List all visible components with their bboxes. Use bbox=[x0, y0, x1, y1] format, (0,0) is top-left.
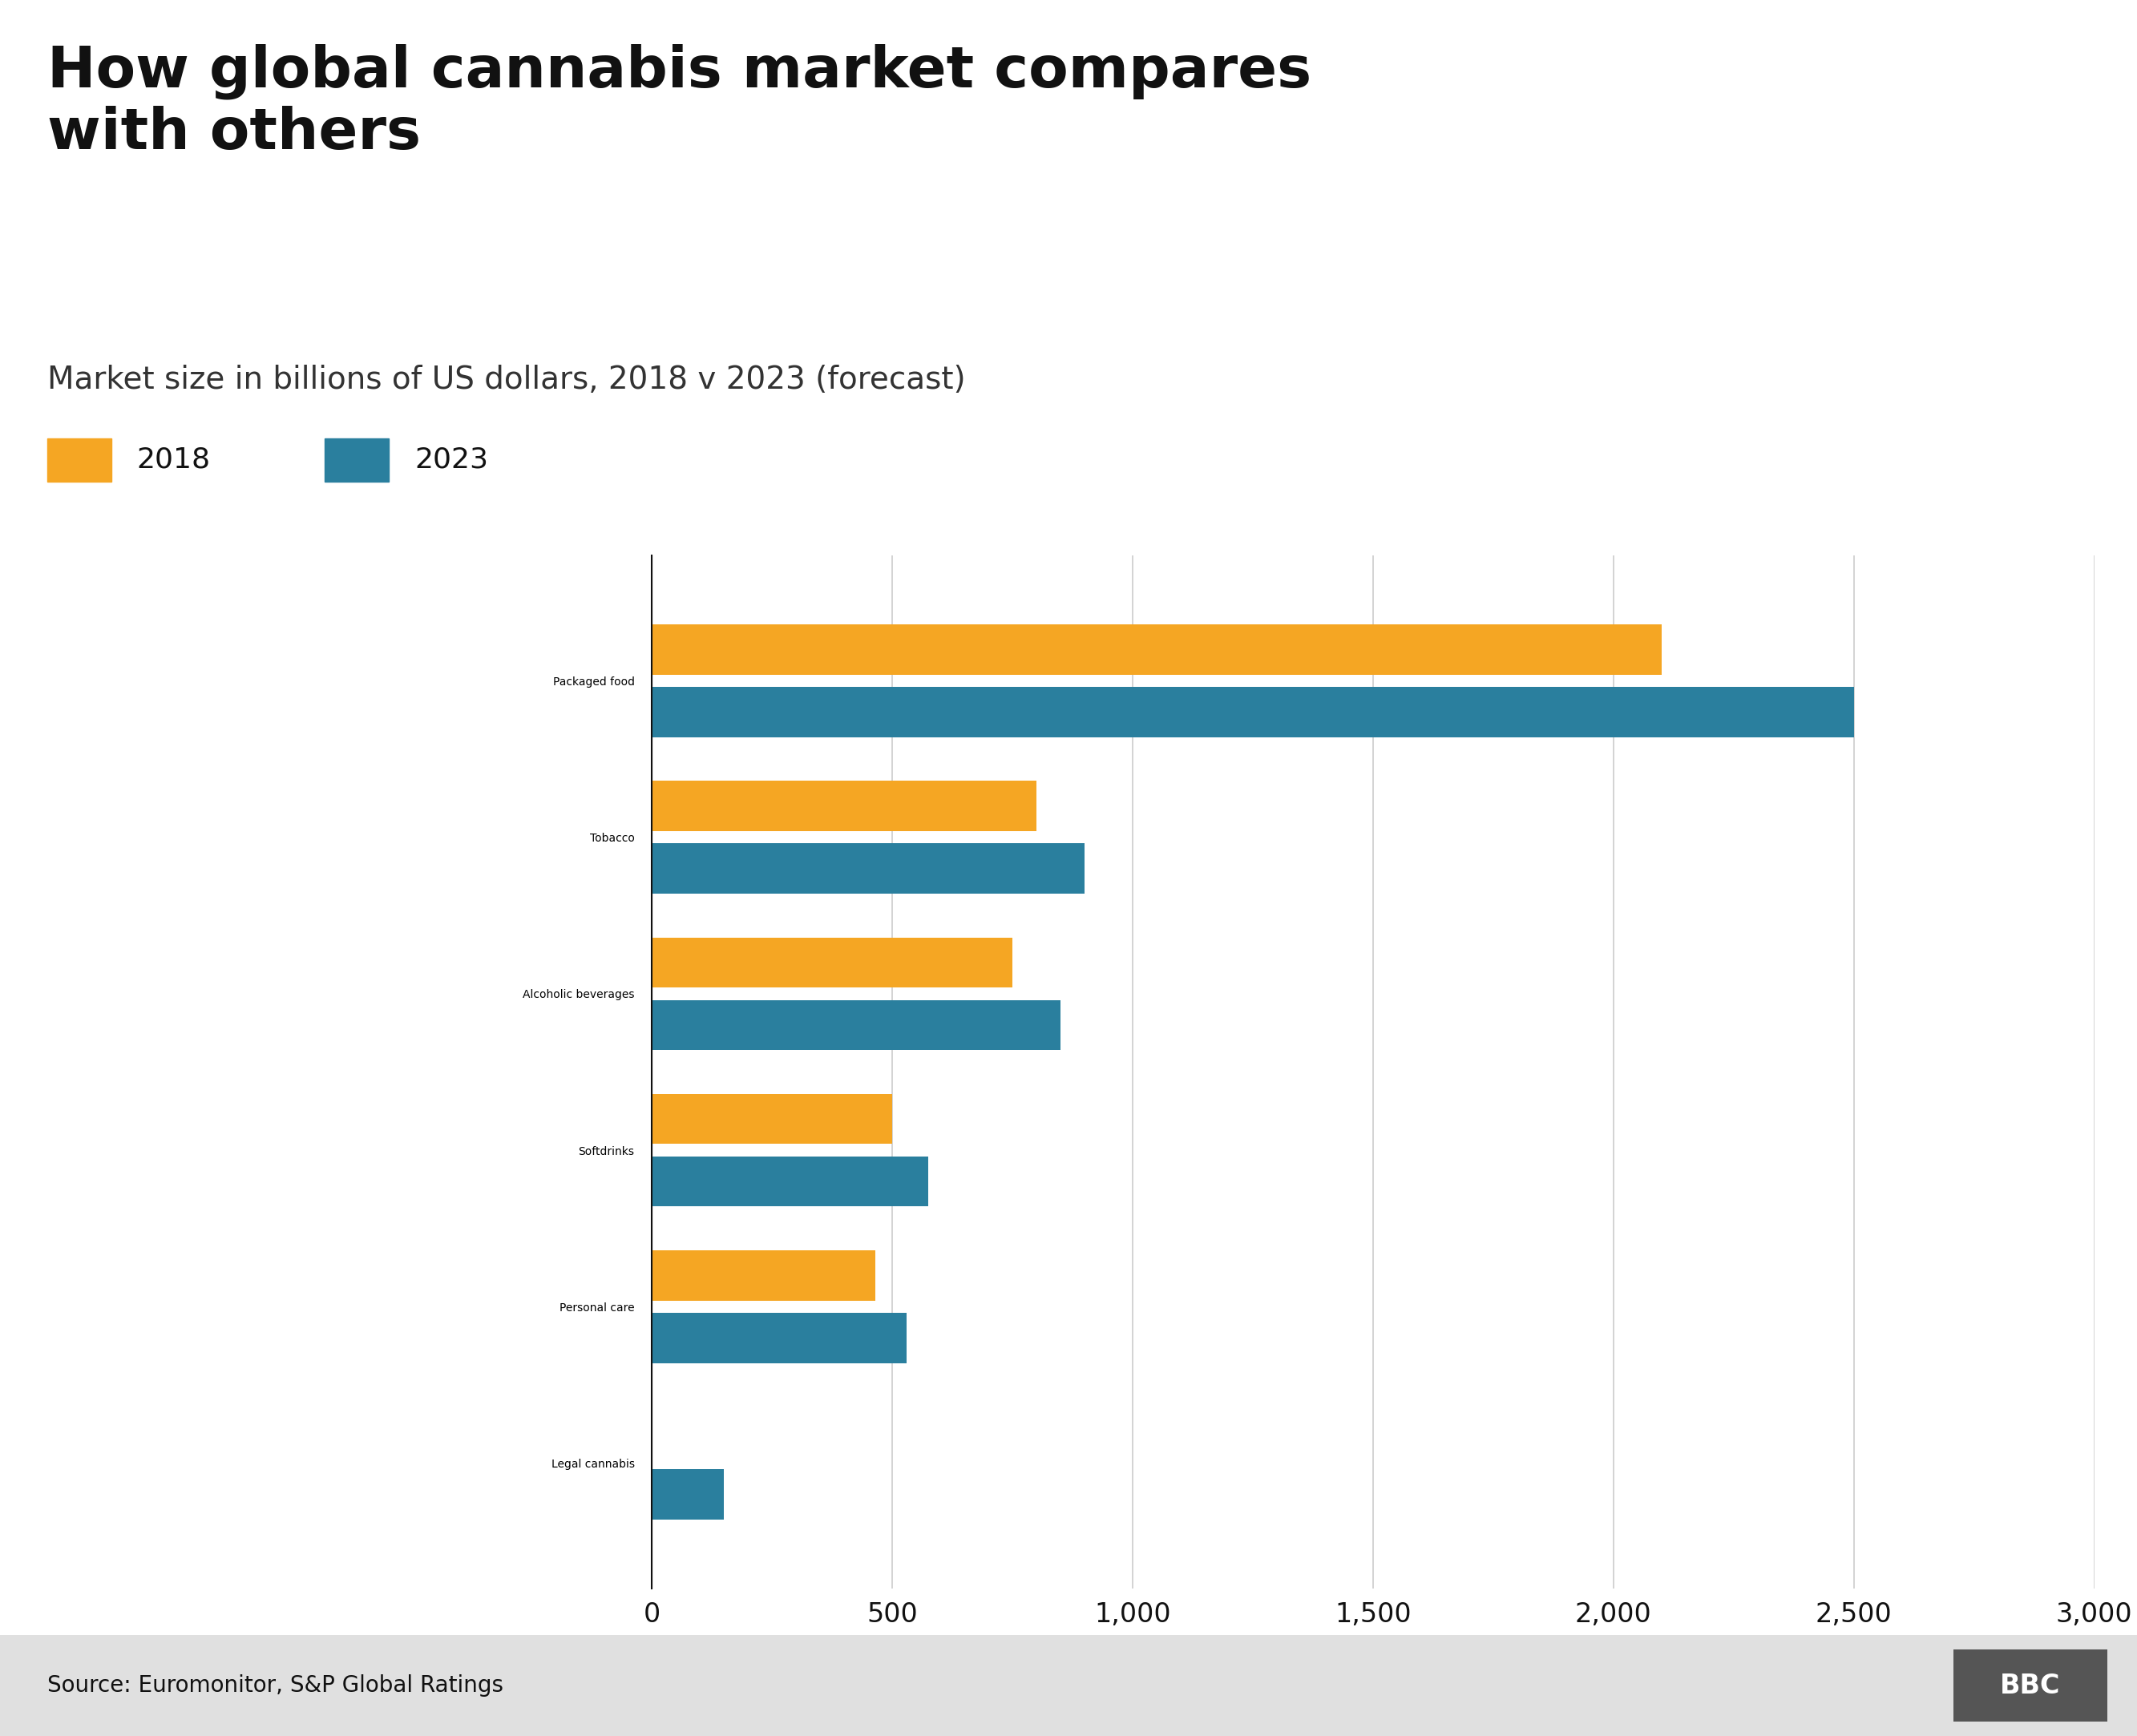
Text: BBC: BBC bbox=[2000, 1672, 2060, 1700]
Bar bbox=[652, 1469, 724, 1519]
Text: 2018: 2018 bbox=[137, 446, 212, 474]
Bar bbox=[652, 1156, 927, 1207]
Bar bbox=[652, 781, 1036, 832]
Bar bbox=[652, 1312, 906, 1363]
Text: Market size in billions of US dollars, 2018 v 2023 (forecast): Market size in billions of US dollars, 2… bbox=[47, 365, 966, 396]
Bar bbox=[652, 1000, 1060, 1050]
Text: Source: Euromonitor, S&P Global Ratings: Source: Euromonitor, S&P Global Ratings bbox=[47, 1675, 502, 1696]
Bar bbox=[652, 625, 1660, 675]
Text: 2023: 2023 bbox=[415, 446, 489, 474]
Bar bbox=[652, 937, 1013, 988]
Bar bbox=[652, 1250, 876, 1300]
Bar bbox=[652, 1094, 891, 1144]
Text: How global cannabis market compares
with others: How global cannabis market compares with… bbox=[47, 43, 1312, 161]
Bar bbox=[652, 687, 1853, 738]
Bar bbox=[652, 844, 1083, 894]
